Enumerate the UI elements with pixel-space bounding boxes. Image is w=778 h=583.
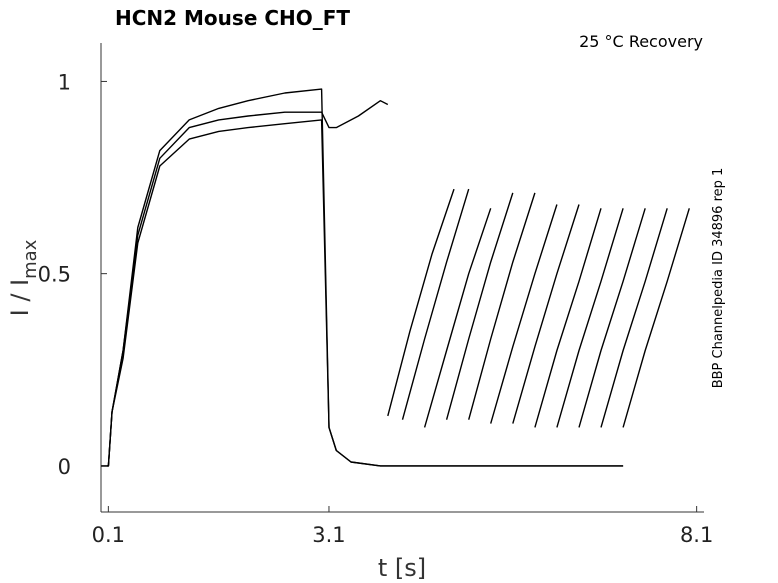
trace-1 [101,88,624,467]
y-tick-label-1: 0 [58,455,71,479]
ticks-group: 0.1 3.1 8.1 0 0.5 1 [38,70,714,547]
trace-15 [622,208,690,428]
y-axis-label-sub: max [20,239,41,279]
trace-12 [556,208,624,428]
trace-13 [578,208,646,428]
trace-5 [401,188,470,420]
trace-10 [512,204,580,424]
x-tick-label-2: 3.1 [312,523,345,547]
x-tick-label-1: 0.1 [92,523,125,547]
condition-annotation: 25 °C Recovery [579,32,703,51]
y-tick-label-3: 1 [58,70,71,94]
plot-axes [100,43,704,513]
x-tick-label-3: 8.1 [680,523,713,547]
x-axis-label: t [s] [378,554,426,582]
y-axis-label: I / Imax [6,239,41,316]
trace-7 [445,192,514,420]
trace-2 [101,119,624,467]
trace-9 [490,204,558,424]
side-label: BBP Channelpedia ID 34896 rep 1 [711,168,726,389]
trace-3 [101,100,389,467]
y-tick-label-2: 0.5 [38,263,71,287]
trace-14 [600,208,668,428]
chart-title: HCN2 Mouse CHO_FT [115,6,350,30]
trace-8 [468,192,536,420]
y-axis-label-main: I / I [6,279,34,317]
traces-group [101,88,690,467]
trace-11 [534,208,602,428]
trace-4 [387,188,455,417]
trace-6 [423,208,492,428]
